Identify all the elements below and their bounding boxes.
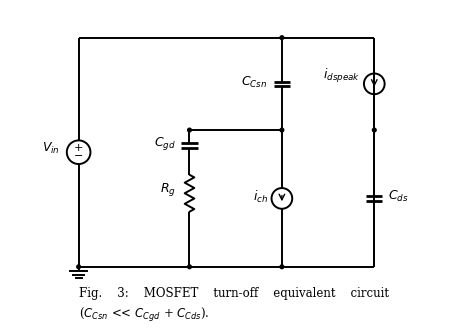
- Text: $C_{ds}$: $C_{ds}$: [388, 189, 409, 204]
- Circle shape: [280, 36, 284, 39]
- Text: $V_{in}$: $V_{in}$: [42, 141, 60, 156]
- Circle shape: [373, 128, 376, 132]
- Circle shape: [77, 265, 81, 269]
- Text: $i_{ch}$: $i_{ch}$: [253, 188, 268, 205]
- Text: $C_{gd}$: $C_{gd}$: [154, 135, 175, 152]
- Circle shape: [280, 265, 284, 269]
- Text: ($C_{Csn}$ << $C_{Cgd}$ + $C_{Cds}$).: ($C_{Csn}$ << $C_{Cgd}$ + $C_{Cds}$).: [79, 306, 209, 324]
- Text: $C_{Csn}$: $C_{Csn}$: [241, 74, 268, 90]
- Circle shape: [188, 265, 191, 269]
- Text: +: +: [74, 143, 83, 153]
- Text: $R_g$: $R_g$: [160, 181, 175, 198]
- Text: −: −: [74, 151, 83, 161]
- Circle shape: [280, 128, 284, 132]
- Circle shape: [188, 128, 191, 132]
- Text: $i_{dspeak}$: $i_{dspeak}$: [323, 67, 360, 86]
- Text: Fig.    3:    MOSFET    turn-off    equivalent    circuit: Fig. 3: MOSFET turn-off equivalent circu…: [79, 287, 389, 300]
